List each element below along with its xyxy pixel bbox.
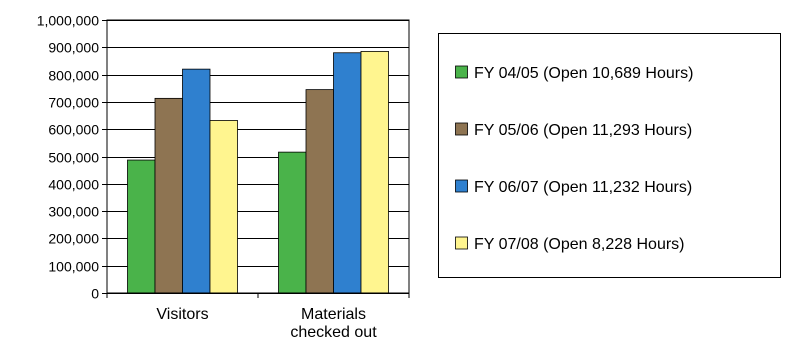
- x-category-label: Materials: [301, 306, 366, 323]
- y-tick-label: 1,000,000: [37, 13, 99, 29]
- y-tick-label: 900,000: [48, 40, 99, 56]
- y-tick-label: 200,000: [48, 231, 99, 247]
- legend-swatch: [455, 65, 468, 79]
- bar-4-2: [360, 50, 389, 294]
- legend-swatch: [455, 179, 468, 193]
- bar-1-2: [278, 151, 307, 294]
- y-axis-ticks: 0 100,000 200,000 300,000 400,000 500,000 600,…: [37, 13, 410, 302]
- y-tick-label: 300,000: [48, 204, 99, 220]
- legend-box: [438, 33, 781, 278]
- bar-3-2: [333, 52, 362, 294]
- y-tick-label: 700,000: [48, 95, 99, 111]
- y-tick-label: 400,000: [48, 177, 99, 193]
- legend-label: FY 07/08 (Open 8,228 Hours): [474, 236, 685, 253]
- y-tick-label: 800,000: [48, 68, 99, 84]
- legend: FY 04/05 (Open 10,689 Hours) FY 05/06 (Op…: [438, 33, 781, 278]
- legend-swatch: [455, 236, 468, 250]
- legend-label: FY 05/06 (Open 11,293 Hours): [474, 122, 692, 139]
- y-tick-label: 600,000: [48, 122, 99, 138]
- legend-label: FY 04/05 (Open 10,689 Hours): [474, 65, 693, 82]
- bar-2-1: [154, 97, 183, 294]
- bar-4-1: [209, 120, 238, 294]
- y-tick-label: 500,000: [48, 150, 99, 166]
- x-category-label: Visitors: [156, 306, 208, 323]
- legend-label: FY 06/07 (Open 11,232 Hours): [474, 179, 692, 196]
- bar-2-2: [305, 89, 334, 294]
- bar-3-1: [182, 68, 211, 294]
- y-tick-label: 0: [91, 286, 99, 302]
- legend-swatch: [455, 122, 468, 136]
- x-category-label: checked out: [290, 324, 377, 341]
- bar-1-1: [127, 159, 156, 294]
- y-tick-label: 100,000: [48, 259, 99, 275]
- bars: [127, 50, 389, 294]
